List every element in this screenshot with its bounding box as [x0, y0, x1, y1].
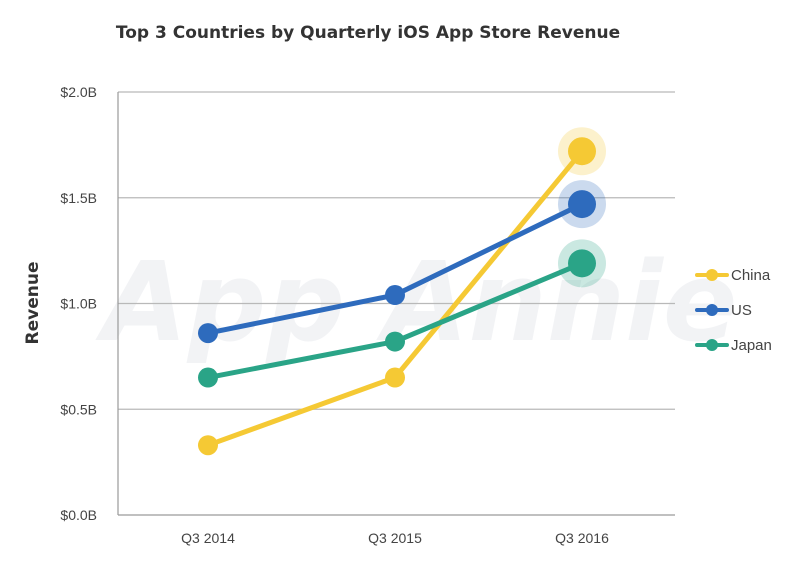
series-us: [198, 180, 606, 344]
y-tick-labels: $0.0B $0.5B $1.0B $1.5B $2.0B: [60, 84, 97, 523]
chart-title: Top 3 Countries by Quarterly iOS App Sto…: [116, 23, 620, 43]
data-point: [385, 331, 405, 352]
y-axis-label: Revenue: [23, 262, 43, 345]
legend-label: US: [731, 302, 752, 319]
data-point: [568, 249, 596, 278]
data-point: [198, 323, 218, 344]
legend-label: China: [731, 267, 771, 284]
data-point: [568, 190, 596, 219]
watermark: App Annie: [95, 238, 738, 366]
data-point: [385, 285, 405, 306]
legend-marker: [706, 304, 718, 316]
legend-item-us: US: [695, 302, 752, 319]
legend-item-china: China: [695, 267, 771, 284]
y-tick-label: $2.0B: [60, 84, 97, 100]
x-tick-labels: Q3 2014 Q3 2015 Q3 2016: [181, 530, 609, 546]
y-tick-label: $0.0B: [60, 507, 97, 523]
series-japan: [198, 239, 606, 388]
data-point: [385, 367, 405, 388]
data-point: [568, 137, 596, 166]
legend-label: Japan: [731, 337, 772, 354]
data-point: [198, 367, 218, 388]
legend: China US Japan: [695, 267, 772, 354]
x-tick-label: Q3 2015: [368, 530, 422, 546]
legend-marker: [706, 269, 718, 281]
y-tick-label: $1.0B: [60, 296, 97, 312]
legend-item-japan: Japan: [695, 337, 772, 354]
legend-marker: [706, 339, 718, 351]
y-tick-label: $0.5B: [60, 401, 97, 417]
y-tick-label: $1.5B: [60, 190, 97, 206]
x-tick-label: Q3 2016: [555, 530, 609, 546]
data-point: [198, 435, 218, 456]
series-group: [198, 127, 606, 456]
series-china: [198, 127, 606, 456]
x-tick-label: Q3 2014: [181, 530, 235, 546]
